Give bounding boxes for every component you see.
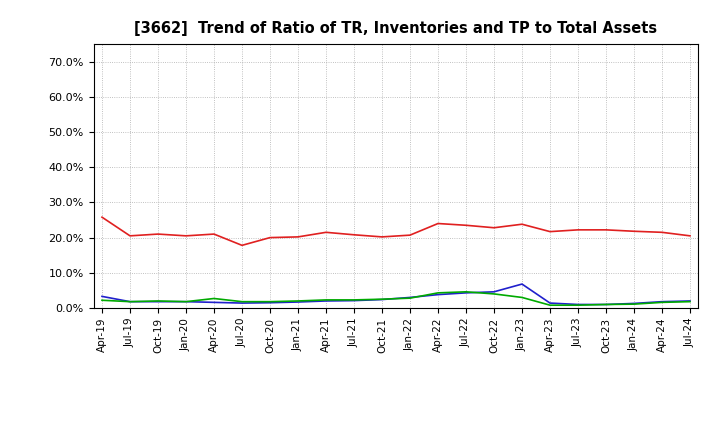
Trade Receivables	[238, 243, 246, 248]
Trade Receivables	[378, 234, 387, 239]
Trade Payables	[433, 290, 442, 296]
Inventories	[266, 300, 274, 305]
Trade Receivables	[602, 227, 611, 232]
Trade Receivables	[546, 229, 554, 234]
Inventories	[518, 282, 526, 287]
Inventories	[153, 299, 162, 304]
Trade Receivables	[350, 232, 359, 238]
Trade Payables	[266, 299, 274, 304]
Inventories	[378, 297, 387, 302]
Inventories	[630, 301, 639, 306]
Trade Payables	[518, 295, 526, 300]
Inventories	[98, 294, 107, 299]
Line: Inventories: Inventories	[102, 284, 690, 304]
Trade Payables	[294, 298, 302, 304]
Trade Payables	[210, 296, 218, 301]
Trade Payables	[630, 301, 639, 307]
Trade Payables	[350, 297, 359, 303]
Inventories	[405, 295, 414, 300]
Inventories	[602, 302, 611, 307]
Trade Receivables	[98, 215, 107, 220]
Trade Receivables	[433, 221, 442, 226]
Inventories	[462, 290, 470, 296]
Trade Receivables	[322, 230, 330, 235]
Inventories	[322, 298, 330, 304]
Inventories	[490, 289, 498, 294]
Trade Receivables	[490, 225, 498, 231]
Trade Payables	[462, 289, 470, 294]
Trade Payables	[574, 303, 582, 308]
Trade Receivables	[630, 229, 639, 234]
Inventories	[294, 299, 302, 304]
Inventories	[433, 292, 442, 297]
Line: Trade Payables: Trade Payables	[102, 292, 690, 305]
Trade Receivables	[685, 233, 694, 238]
Trade Receivables	[657, 230, 666, 235]
Inventories	[181, 299, 190, 304]
Trade Receivables	[574, 227, 582, 232]
Inventories	[574, 302, 582, 307]
Trade Receivables	[462, 223, 470, 228]
Trade Receivables	[266, 235, 274, 240]
Trade Payables	[98, 297, 107, 303]
Line: Trade Receivables: Trade Receivables	[102, 217, 690, 246]
Title: [3662]  Trend of Ratio of TR, Inventories and TP to Total Assets: [3662] Trend of Ratio of TR, Inventories…	[135, 21, 657, 36]
Trade Payables	[238, 299, 246, 304]
Trade Payables	[546, 303, 554, 308]
Inventories	[126, 299, 135, 304]
Inventories	[546, 301, 554, 306]
Trade Payables	[490, 291, 498, 297]
Trade Receivables	[210, 231, 218, 237]
Inventories	[657, 299, 666, 304]
Trade Payables	[378, 297, 387, 302]
Inventories	[210, 300, 218, 305]
Trade Payables	[602, 302, 611, 307]
Trade Payables	[405, 296, 414, 301]
Trade Payables	[126, 299, 135, 304]
Trade Payables	[153, 298, 162, 304]
Trade Payables	[685, 299, 694, 304]
Trade Receivables	[294, 234, 302, 239]
Trade Receivables	[153, 231, 162, 237]
Trade Payables	[322, 297, 330, 303]
Trade Receivables	[181, 233, 190, 238]
Trade Payables	[657, 300, 666, 305]
Trade Receivables	[405, 232, 414, 238]
Trade Receivables	[126, 233, 135, 238]
Trade Receivables	[518, 222, 526, 227]
Inventories	[685, 298, 694, 304]
Inventories	[238, 301, 246, 306]
Inventories	[350, 298, 359, 303]
Trade Payables	[181, 299, 190, 304]
